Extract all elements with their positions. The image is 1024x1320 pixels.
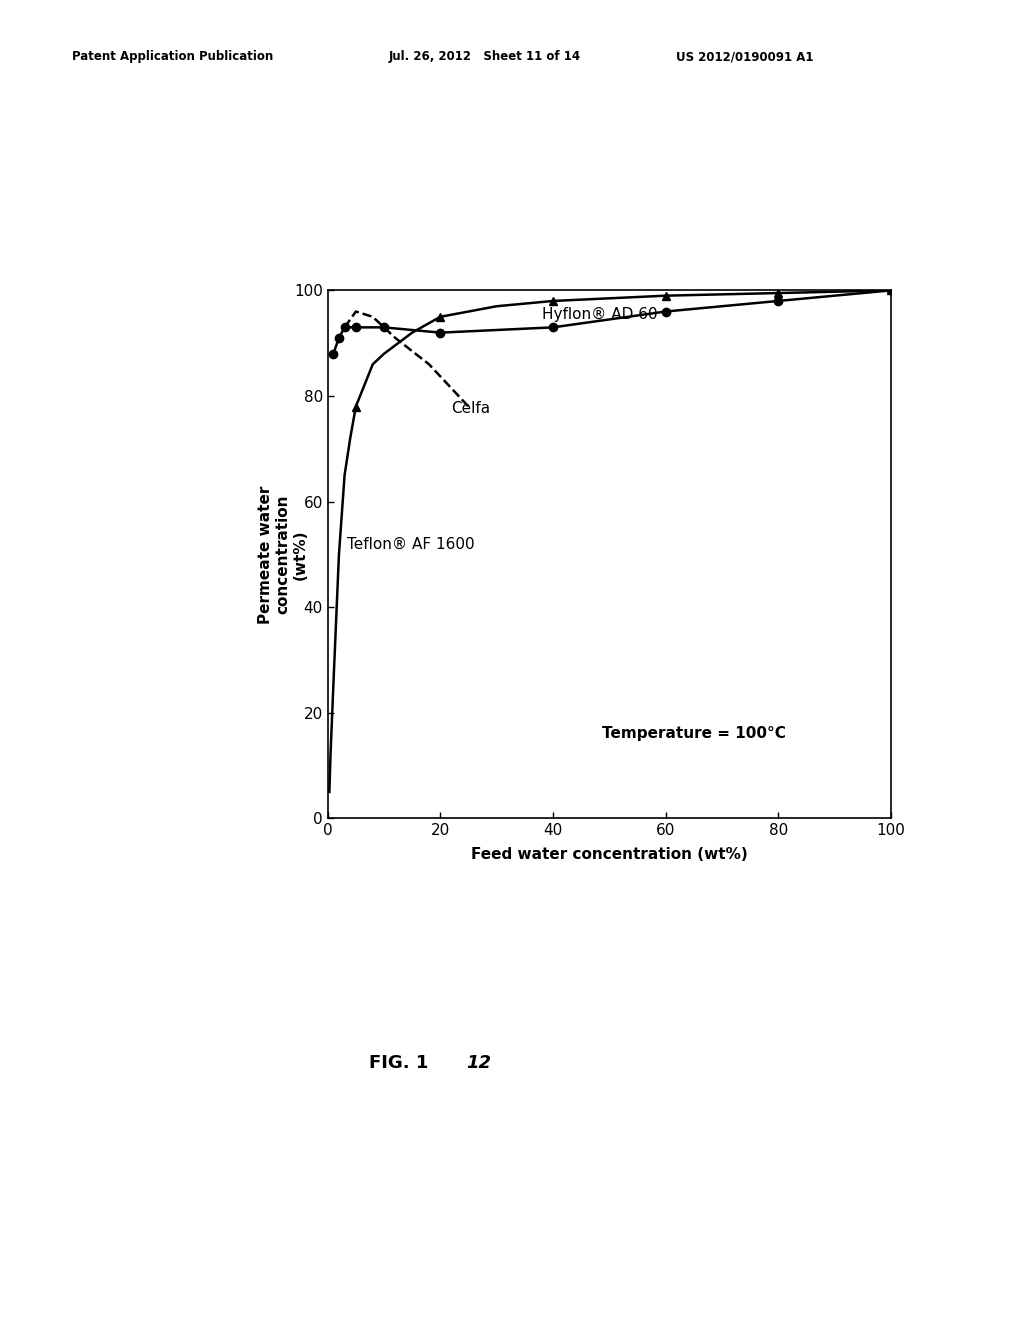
- Text: Jul. 26, 2012   Sheet 11 of 14: Jul. 26, 2012 Sheet 11 of 14: [389, 50, 582, 63]
- Y-axis label: Permeate water
concentration
(wt%): Permeate water concentration (wt%): [258, 486, 308, 623]
- X-axis label: Feed water concentration (wt%): Feed water concentration (wt%): [471, 846, 748, 862]
- Text: 12: 12: [466, 1053, 490, 1072]
- Text: Patent Application Publication: Patent Application Publication: [72, 50, 273, 63]
- Text: Temperature = 100°C: Temperature = 100°C: [602, 726, 785, 742]
- Text: Hyflon® AD 60: Hyflon® AD 60: [542, 308, 657, 322]
- Text: FIG. 1: FIG. 1: [369, 1053, 428, 1072]
- Text: Teflon® AF 1600: Teflon® AF 1600: [347, 536, 475, 552]
- Text: US 2012/0190091 A1: US 2012/0190091 A1: [676, 50, 813, 63]
- Text: Celfa: Celfa: [452, 401, 490, 416]
